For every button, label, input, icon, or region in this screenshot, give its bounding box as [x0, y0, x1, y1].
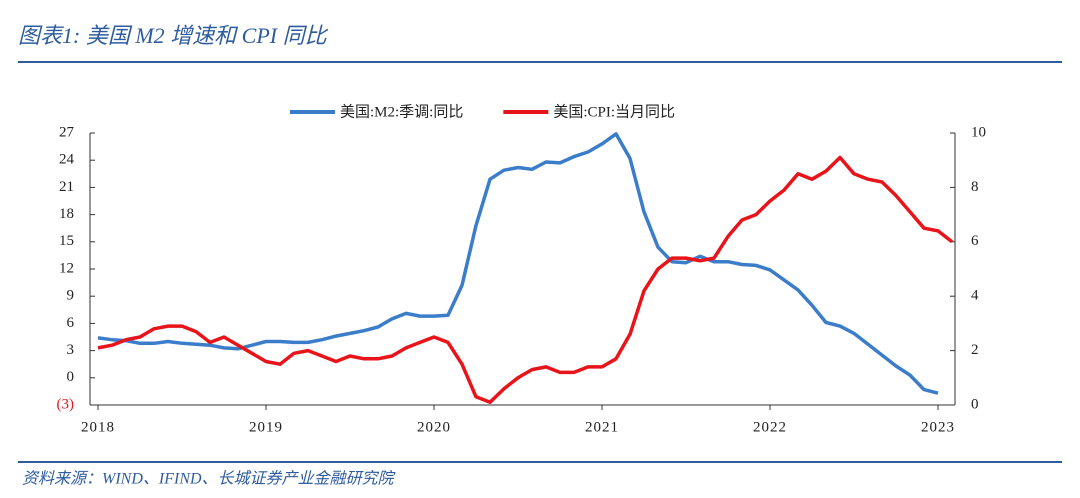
- y-tick-label: 21: [59, 179, 74, 195]
- y-tick-label: 12: [59, 260, 74, 276]
- y2-tick-label: 0: [971, 396, 979, 412]
- y2-tick-label: 6: [971, 233, 979, 249]
- series-line: [97, 132, 939, 395]
- x-tick-label: 2020: [417, 419, 451, 435]
- x-tick-label: 2023: [921, 419, 955, 435]
- x-tick-label: 2021: [585, 419, 619, 435]
- y-tick-label: 24: [59, 152, 75, 168]
- x-tick-label: 2018: [81, 419, 115, 435]
- source: 资料来源：WIND、IFIND、长城证券产业金融研究院: [22, 470, 397, 488]
- y-tick-label: 18: [59, 206, 74, 222]
- y2-tick-label: 2: [971, 342, 979, 358]
- x-tick-label: 2022: [753, 419, 787, 435]
- y-tick-label: 27: [59, 124, 75, 140]
- y-tick-label: 3: [67, 342, 75, 358]
- chart-title: 图表1: 美国 M2 增速和 CPI 同比: [18, 23, 329, 48]
- y-tick-label: 9: [67, 288, 75, 304]
- y-tick-label: 0: [67, 369, 75, 385]
- x-tick-label: 2019: [249, 419, 283, 435]
- legend-label: 美国:M2:季调:同比: [340, 103, 463, 120]
- y-tick-label: 15: [59, 233, 74, 249]
- legend-label: 美国:CPI:当月同比: [553, 103, 675, 120]
- y-tick-label: (3): [57, 396, 75, 412]
- series-line: [97, 155, 954, 405]
- y2-tick-label: 4: [971, 288, 979, 304]
- y2-tick-label: 10: [971, 124, 986, 140]
- y2-tick-label: 8: [971, 179, 979, 195]
- y-tick-label: 6: [67, 315, 75, 331]
